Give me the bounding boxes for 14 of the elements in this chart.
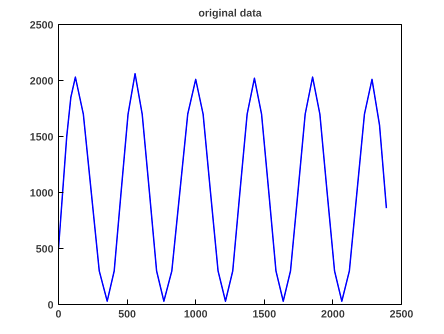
x-tick-label: 500 bbox=[118, 308, 136, 320]
x-tick-label: 1500 bbox=[252, 308, 276, 320]
x-tick-label: 0 bbox=[56, 308, 62, 320]
y-tick-label: 1000 bbox=[30, 188, 54, 200]
y-tick-label: 1500 bbox=[30, 132, 54, 144]
y-tick-label: 2500 bbox=[30, 20, 54, 32]
x-tick-label: 2500 bbox=[390, 308, 414, 320]
x-tick-label: 1000 bbox=[184, 308, 208, 320]
x-tick-label: 2000 bbox=[321, 308, 345, 320]
chart-title: original data bbox=[198, 8, 262, 20]
y-tick-label: 0 bbox=[48, 300, 54, 312]
y-tick-label: 2000 bbox=[30, 76, 54, 88]
line-series bbox=[58, 73, 388, 302]
y-tick-label: 500 bbox=[36, 244, 54, 256]
